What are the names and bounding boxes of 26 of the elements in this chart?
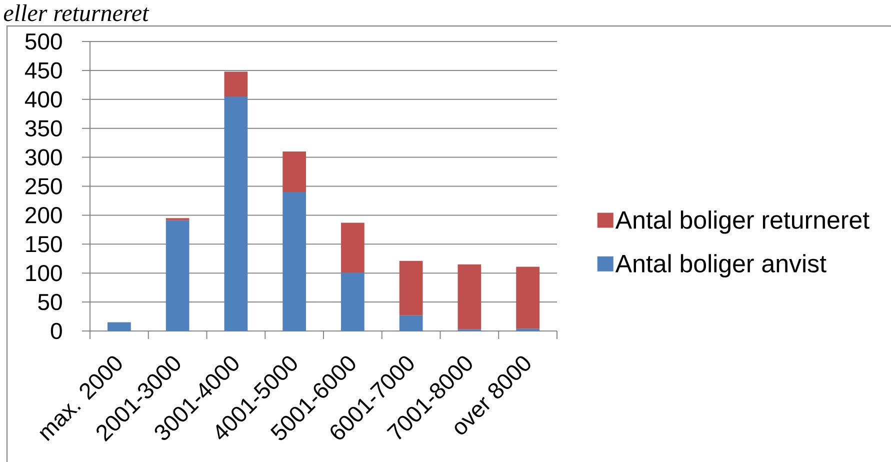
- y-tick-label: 500: [25, 33, 62, 50]
- bar: [341, 222, 364, 273]
- bar: [516, 266, 540, 329]
- legend-label: Antal boliger anvist: [615, 254, 826, 278]
- chart-title: eller returneret: [4, 4, 150, 22]
- bar: [399, 315, 423, 331]
- y-tick-label: 350: [25, 120, 62, 136]
- y-tick-label: 400: [24, 91, 62, 108]
- bar: [166, 220, 190, 331]
- legend-label: Antal boliger returneret: [615, 210, 870, 234]
- bar: [224, 72, 248, 96]
- bar: [224, 96, 248, 331]
- y-tick-label: 100: [26, 264, 62, 282]
- y-tick-label: 300: [25, 149, 62, 166]
- y-tick-label: 200: [26, 207, 62, 224]
- bar: [108, 322, 131, 331]
- bar: [282, 192, 306, 331]
- y-tick-label: 50: [38, 294, 62, 310]
- y-tick-label: 0: [50, 322, 62, 340]
- bar: [282, 152, 306, 192]
- bar: [399, 260, 423, 316]
- y-tick-label: 150: [26, 236, 62, 252]
- bar: [458, 264, 482, 330]
- y-tick-label: 250: [26, 178, 62, 194]
- y-tick-label: 450: [24, 62, 62, 79]
- bar: [341, 272, 364, 331]
